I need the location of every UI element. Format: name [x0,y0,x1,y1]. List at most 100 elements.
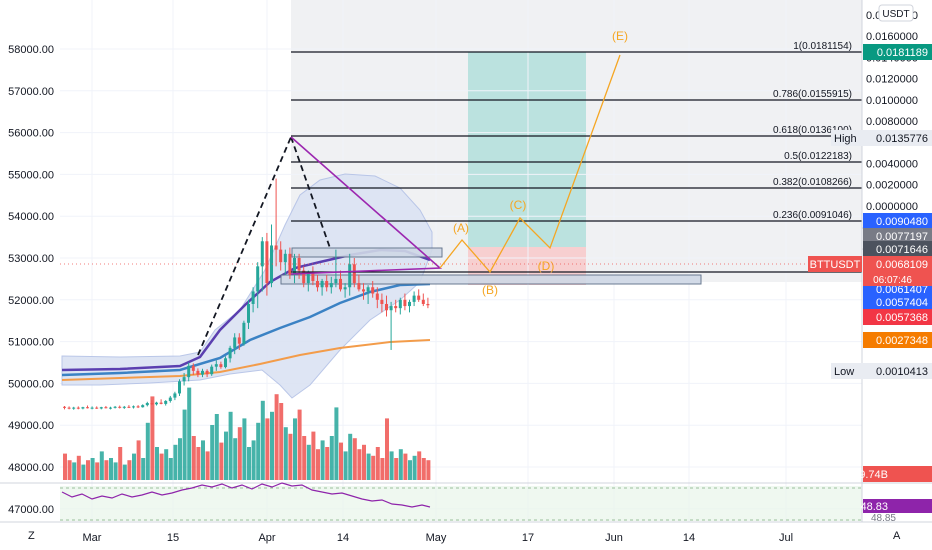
candle [297,258,301,271]
price-label: 0.0071646 [876,244,928,256]
candle [334,278,338,284]
volume-bar [81,464,86,480]
volume-bar [95,462,100,480]
candle [302,270,306,284]
candle [426,303,430,306]
volume-bar [270,411,274,480]
candle [122,406,126,408]
left-axis-tick: 50000.00 [8,378,54,390]
last-price-label-bg [863,256,932,272]
volume-bar [178,438,182,480]
volume-bar [343,451,348,480]
price-label: 0.0090480 [876,216,928,228]
wave-label: (D) [538,259,555,273]
candle [325,280,329,288]
candle [219,364,223,368]
left-axis-tick: 57000.00 [8,86,54,98]
left-axis-tick: 52000.00 [8,295,54,307]
candle [398,299,402,309]
candle [274,245,278,250]
candle [224,358,227,368]
volume-bar [288,433,293,480]
price-label: 0.0181189 [877,47,928,59]
ma-blue-line [61,282,431,377]
symbol-label-bg [808,256,862,272]
volume-bar [339,442,343,480]
price-label-bg [863,228,932,244]
volume-bar [141,458,146,480]
candle [182,377,186,382]
candle [159,402,163,404]
candle [76,407,80,409]
candle [228,347,232,359]
time-axis-tick: 17 [522,532,534,544]
volume-bar [214,414,219,480]
volume-bar [283,427,288,480]
volume-bar [191,436,196,480]
candle [362,289,365,292]
candle [394,306,398,309]
oscillator-band [60,486,862,521]
fib-level-label: 1(0.0181154) [793,41,852,52]
volume-bar [86,460,90,480]
candle [86,407,89,409]
fib-level-label: 0.236(0.0091046) [773,210,852,221]
wave-label: (B) [482,283,498,297]
volume-bar [233,438,238,480]
extreme-label-prefix: Low [834,366,854,378]
volume-bar [311,431,316,480]
volume-bar [325,447,330,480]
price-label: 0.0077197 [876,231,928,243]
fib-level-label: 0.786(0.0155915) [773,89,852,100]
candle [417,295,421,300]
volume-bars [63,387,431,480]
timezone-button[interactable]: Z [28,530,35,542]
time-axis-tick: Mar [83,532,102,544]
long-target-zone [468,52,586,247]
volume-bar [127,460,132,480]
candle [178,381,181,394]
left-axis-tick: 56000.00 [8,128,54,140]
candle [421,299,425,304]
candle [339,278,342,290]
candle [173,393,177,398]
volume-bar [371,455,376,480]
candle [247,303,250,323]
auto-scale-button[interactable]: A [893,530,901,542]
candle [164,400,168,404]
oscillator-line [61,482,431,508]
volume-bar [187,387,192,480]
bollinger-band [61,173,433,399]
volume-bar [334,407,339,480]
candle [187,365,191,378]
candle [270,245,273,284]
oscillator-scale-label: 48.85 [871,513,896,524]
volume-bar [256,422,261,480]
price-label: 0.0057368 [876,312,928,324]
volume-bar [201,440,205,480]
right-axis-tick: 0.0040000 [866,158,918,170]
candle [380,299,384,304]
volume-bar [182,409,187,480]
candle [109,407,112,409]
wave-label: (A) [453,221,469,235]
volume-bar [99,451,104,480]
candle [366,287,370,292]
volume-bar [426,460,431,480]
currency-box [878,4,914,22]
candle [67,407,71,409]
wave-label: (C) [510,198,527,212]
fib-level-label: 0.5(0.0122183) [784,151,852,162]
candle [118,406,122,408]
price-label-bg [863,241,932,257]
volume-bar [348,433,353,480]
candle [155,402,158,405]
volume-bar [366,453,371,480]
volume-bar [265,418,270,480]
candle [352,264,356,284]
volume-bar [90,458,95,480]
volume-bar [408,460,412,480]
candle [242,322,246,344]
wave-label: (E) [612,29,628,43]
